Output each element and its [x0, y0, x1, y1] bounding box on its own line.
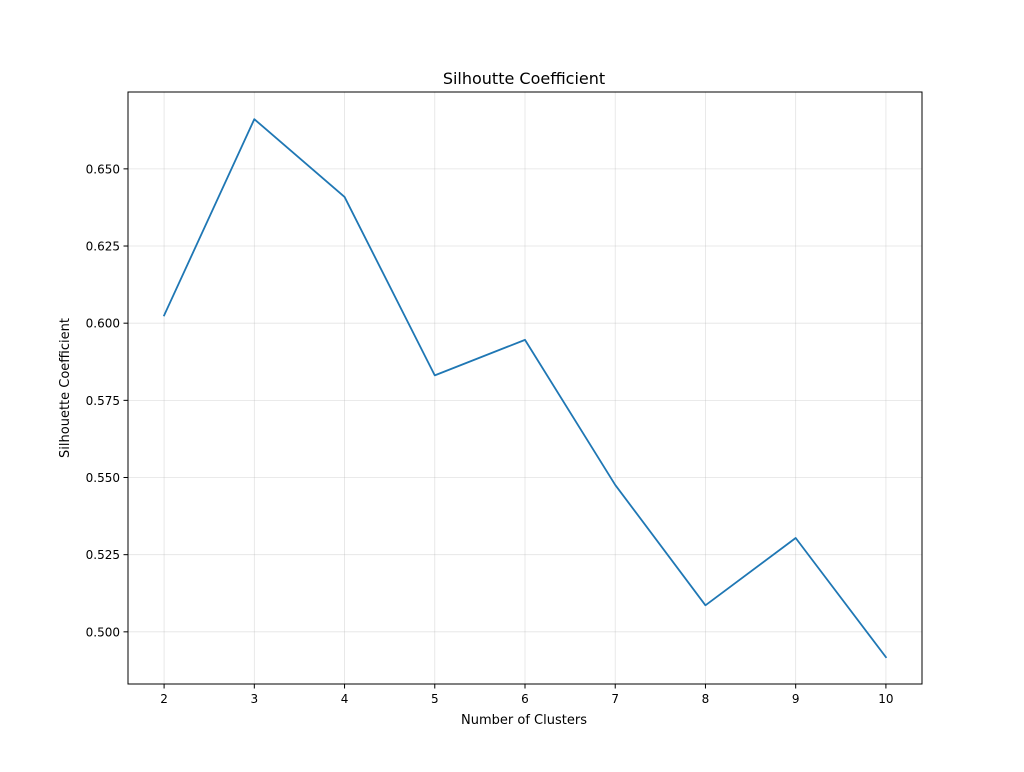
x-tick-label: 8: [702, 692, 710, 706]
y-tick-label: 0.500: [86, 625, 120, 639]
x-tick-label: 7: [611, 692, 619, 706]
x-axis-ticks: 2 3 4 5 6 7 8 9 10: [160, 684, 894, 706]
y-tick-label: 0.625: [86, 240, 120, 254]
series-layer: [162, 118, 888, 659]
y-tick-label: 0.550: [86, 471, 120, 485]
y-tick-label: 0.650: [86, 162, 120, 176]
y-axis-ticks: 0.500 0.525 0.550 0.575 0.600 0.625 0.650: [86, 162, 128, 639]
y-tick-label: 0.575: [86, 394, 120, 408]
y-tick-label: 0.525: [86, 548, 120, 562]
x-tick-label: 2: [160, 692, 168, 706]
x-tick-label: 3: [250, 692, 258, 706]
x-tick-label: 6: [521, 692, 529, 706]
x-tick-label: 4: [341, 692, 349, 706]
x-axis-label: Number of Clusters: [461, 713, 587, 728]
x-tick-label: 9: [792, 692, 800, 706]
grid-lines: [128, 92, 922, 684]
chart-title: Silhoutte Coefficient: [443, 69, 605, 88]
series-line: [162, 118, 888, 659]
x-tick-label: 5: [431, 692, 439, 706]
y-axis-label: Silhouette Coefficient: [58, 318, 73, 458]
x-tick-label: 10: [878, 692, 893, 706]
y-tick-label: 0.600: [86, 317, 120, 331]
